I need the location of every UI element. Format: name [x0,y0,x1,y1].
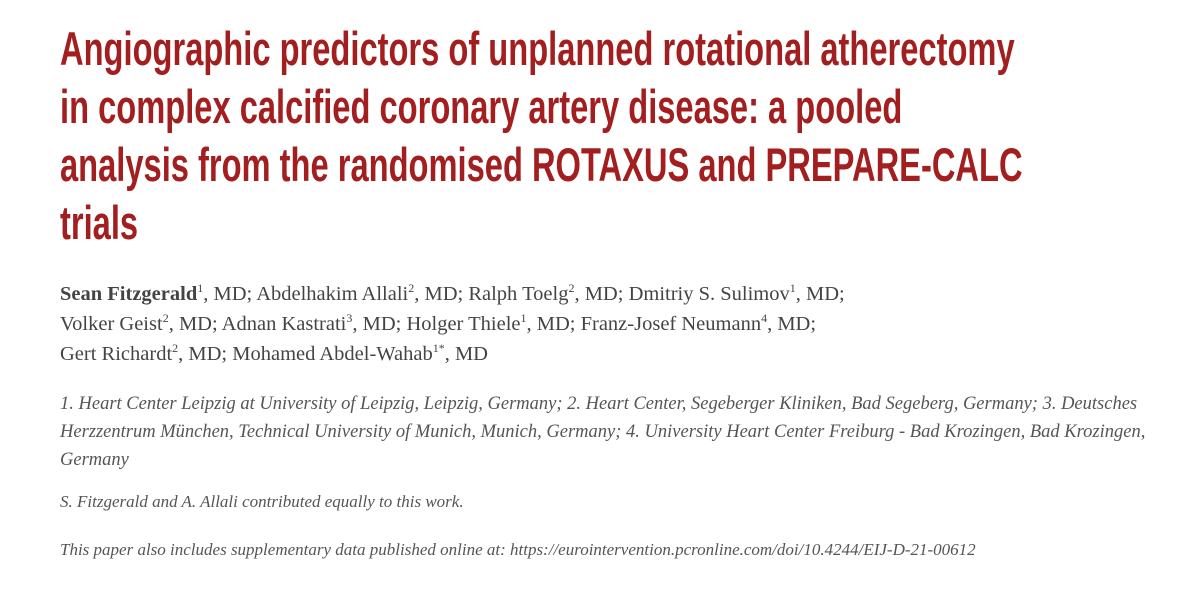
title-line: analysis from the randomised ROTAXUS and… [60,138,1023,191]
author-affiliation: 1 [197,281,204,296]
author: Gert Richardt2, MD; [60,341,228,365]
author: Adnan Kastrati3, MD; [221,311,402,335]
author-name: Holger Thiele [406,313,521,335]
author: Franz-Josef Neumann4, MD; [580,311,817,335]
author-line: Sean Fitzgerald1, MD; Abdelhakim Allali2… [60,279,1170,309]
author: Mohamed Abdel-Wahab1*, MD [232,341,488,365]
author-name: Adnan Kastrati [221,313,347,335]
author: Volker Geist2, MD; [60,311,218,335]
author: Sean Fitzgerald1, MD; [60,281,253,305]
authors: Sean Fitzgerald1, MD; Abdelhakim Allali2… [60,279,1170,369]
author-affiliation: 2 [408,281,415,296]
author-degree: , MD; [795,283,845,305]
title: Angiographic predictors of unplanned rot… [60,20,1190,252]
author: Ralph Toelg2, MD; [468,281,624,305]
author-name: Gert Richardt [60,343,173,365]
author-affiliation: 1 [789,281,796,296]
author-affiliation: 2 [172,341,179,356]
supplementary: This paper also includes supplementary d… [60,540,976,559]
author-degree: , MD; [574,283,624,305]
author-degree: , MD; [178,343,228,365]
author-name: Dmitriy S. Sulimov [628,283,790,305]
author-degree: , MD; [767,313,817,335]
author-name: Ralph Toelg [468,283,569,305]
author-affiliation: 1 [520,311,527,326]
author: Abdelhakim Allali2, MD; [256,281,464,305]
author-name: Sean Fitzgerald [60,283,198,305]
author-degree: , MD; [168,313,218,335]
author-degree: , MD; [526,313,576,335]
author-affiliation: 2 [162,311,169,326]
author-affiliation: 2 [568,281,575,296]
title-line: Angiographic predictors of unplanned rot… [60,22,1015,75]
author-name: Mohamed Abdel-Wahab [232,343,433,365]
title-line: in complex calcified coronary artery dis… [60,80,903,133]
author-affiliation: 4 [761,311,768,326]
author-name: Abdelhakim Allali [256,283,409,305]
author-name: Volker Geist [60,313,163,335]
note: S. Fitzgerald and A. Allali contributed … [60,492,464,511]
author-degree: , MD; [414,283,464,305]
author-line: Volker Geist2, MD; Adnan Kastrati3, MD; … [60,309,1170,339]
author-degree: , MD [444,343,488,365]
affiliations: 1. Heart Center Leipzig at University of… [60,394,1146,470]
author-degree: , MD; [352,313,402,335]
author: Holger Thiele1, MD; [406,311,576,335]
author-line: Gert Richardt2, MD; Mohamed Abdel-Wahab1… [60,339,1170,369]
author: Dmitriy S. Sulimov1, MD; [628,281,845,305]
author-affiliation: 3 [346,311,353,326]
title-line: trials [60,196,139,249]
author-name: Franz-Josef Neumann [580,313,762,335]
author-affiliation: 1* [432,341,445,356]
author-degree: , MD; [203,283,253,305]
